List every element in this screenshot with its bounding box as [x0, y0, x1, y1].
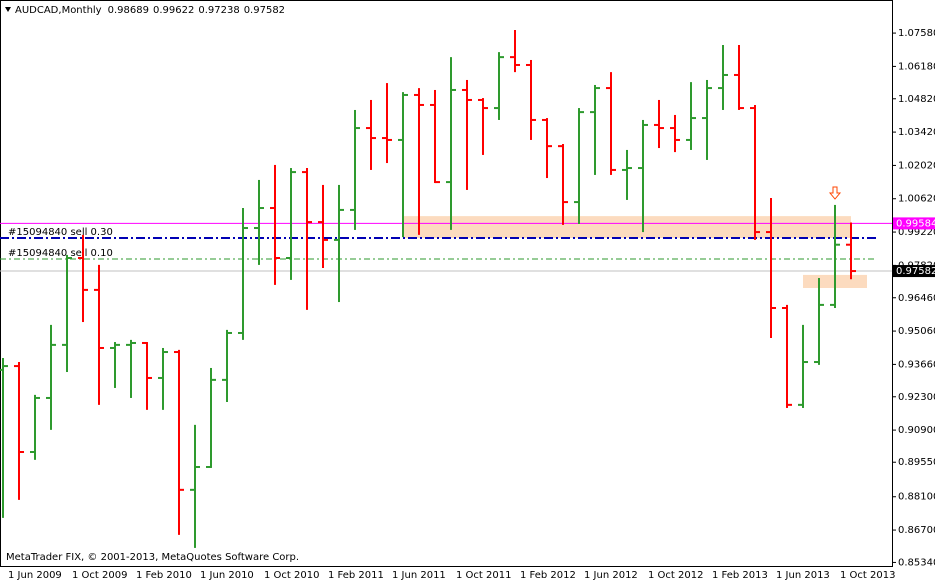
close-value: 0.97582 — [244, 5, 285, 16]
x-tick-label: 1 Oct 2012 — [648, 570, 703, 581]
low-value: 0.97238 — [198, 5, 239, 16]
menu-icon — [5, 7, 11, 12]
order-label: #15094840 sell 0.30 — [8, 227, 113, 238]
price-box — [893, 265, 935, 278]
x-tick-label: 1 Feb 2011 — [328, 570, 384, 581]
y-tick-label: 0.85340 — [898, 557, 935, 568]
price-box-label: 0.97582 — [896, 266, 935, 277]
plot-frame — [0, 0, 893, 567]
x-tick-label: 1 Oct 2010 — [264, 570, 319, 581]
x-tick-label: 1 Oct 2011 — [456, 570, 511, 581]
x-tick-label: 1 Jun 2010 — [200, 570, 254, 581]
price-box — [893, 217, 935, 230]
footer: MetaTrader FIX, © 2001-2013, MetaQuotes … — [6, 552, 299, 563]
y-tick-label: 1.03420 — [898, 127, 935, 138]
arrow-marker — [828, 186, 842, 200]
price-box-label: 0.99584 — [896, 218, 935, 229]
y-tick-label: 1.06180 — [898, 61, 935, 72]
y-tick-label: 1.02020 — [898, 160, 935, 171]
x-tick-label: 1 Oct 2013 — [840, 570, 895, 581]
high-value: 0.99622 — [153, 5, 194, 16]
chart-title: AUDCAD,Monthly — [15, 5, 102, 16]
x-tick-label: 1 Feb 2010 — [136, 570, 192, 581]
y-tick-label: 1.04820 — [898, 94, 935, 105]
open-value: 0.98689 — [108, 5, 149, 16]
x-tick-label: 1 Oct 2009 — [72, 570, 127, 581]
chart-header: AUDCAD,Monthly 0.98689 0.99622 0.97238 0.975… — [15, 5, 285, 16]
x-tick-label: 1 Feb 2012 — [520, 570, 576, 581]
x-tick-label: 1 Feb 2013 — [712, 570, 768, 581]
x-tick-label: 1 Jun 2012 — [584, 570, 638, 581]
x-tick-label: 1 Jun 2013 — [776, 570, 830, 581]
zone — [403, 216, 851, 239]
x-tick-label: 1 Jun 2009 — [8, 570, 62, 581]
order-label: #15094840 sell 0.10 — [8, 248, 113, 259]
y-tick-label: 1.07580 — [898, 28, 935, 39]
x-tick-label: 1 Jun 2011 — [392, 570, 446, 581]
